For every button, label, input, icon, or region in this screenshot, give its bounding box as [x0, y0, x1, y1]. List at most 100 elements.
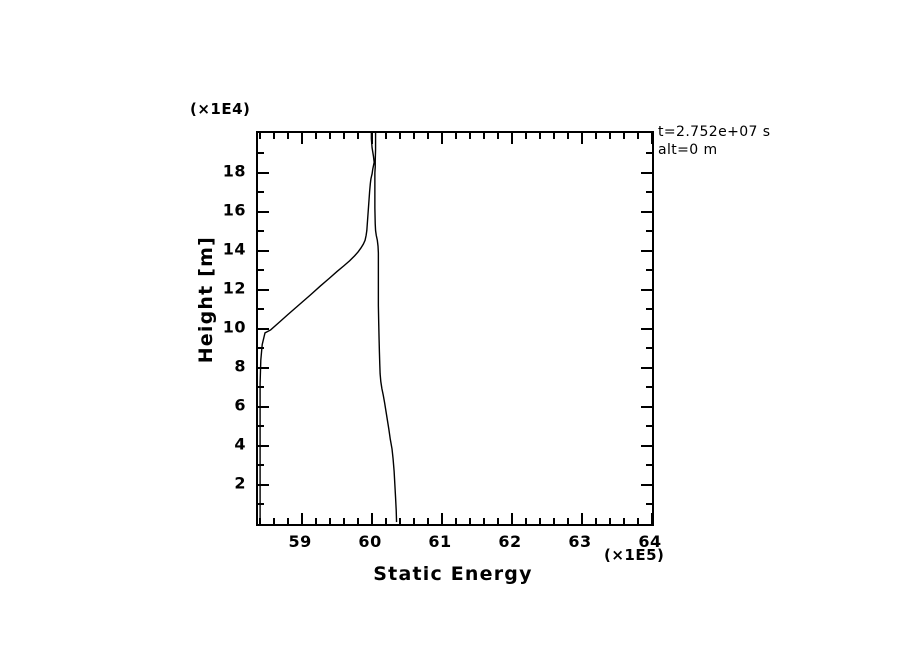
y-tick-label: 10 [222, 317, 246, 337]
x-tick-label: 62 [498, 532, 522, 551]
y-tick-minor-right [646, 152, 652, 155]
x-tick-major [581, 513, 584, 524]
x-tick-minor [329, 518, 332, 524]
x-tick-minor-top [539, 133, 542, 139]
x-tick-minor-top [287, 133, 290, 139]
y-tick-major [258, 171, 269, 174]
y-tick-minor-right [646, 464, 652, 467]
y-tick-minor [258, 347, 264, 350]
x-tick-minor-top [427, 133, 430, 139]
annotation-altitude: alt=0 m [658, 142, 718, 158]
x-tick-label: 63 [568, 532, 592, 551]
y-tick-minor [258, 152, 264, 155]
y-tick-minor [258, 230, 264, 233]
x-tick-minor-top [413, 133, 416, 139]
x-tick-minor-top [623, 133, 625, 139]
x-tick-label: 60 [358, 532, 382, 551]
x-tick-minor [427, 518, 430, 524]
x-tick-major [651, 513, 653, 524]
y-tick-minor-right [646, 503, 652, 506]
x-tick-minor [525, 518, 528, 524]
y-tick-major-right [641, 444, 652, 447]
annotation-time: t=2.752e+07 s [658, 124, 771, 140]
x-tick-minor-top [329, 133, 332, 139]
x-tick-minor [637, 518, 639, 524]
y-tick-minor [258, 386, 264, 389]
y-tick-label: 14 [222, 239, 246, 259]
x-tick-minor [553, 518, 556, 524]
x-tick-minor-top [637, 133, 639, 139]
x-tick-minor [595, 518, 597, 524]
y-tick-minor-right [646, 425, 652, 428]
x-tick-minor [539, 518, 542, 524]
data-curve-svg [259, 133, 398, 523]
y-tick-minor-right [646, 191, 652, 194]
x-tick-minor-top [399, 133, 402, 139]
x-tick-minor [315, 518, 318, 524]
y-tick-minor [258, 191, 264, 194]
x-tick-minor [357, 518, 360, 524]
y-tick-minor [258, 425, 264, 428]
y-tick-minor [258, 269, 264, 272]
x-tick-major-top [441, 133, 444, 144]
y-tick-major-right [641, 405, 652, 408]
x-tick-minor-top [483, 133, 486, 139]
y-tick-major [258, 405, 269, 408]
x-tick-minor [259, 518, 262, 524]
x-tick-minor-top [385, 133, 388, 139]
y-tick-label: 6 [234, 395, 246, 415]
x-tick-minor [455, 518, 458, 524]
x-tick-minor [399, 518, 402, 524]
x-tick-minor-top [525, 133, 528, 139]
y-tick-major-right [641, 366, 652, 369]
x-tick-major-top [371, 133, 374, 144]
y-tick-minor [258, 308, 264, 311]
y-tick-major-right [641, 483, 652, 486]
x-tick-minor [469, 518, 472, 524]
y-tick-major [258, 249, 269, 252]
x-tick-minor-top [343, 133, 346, 139]
y-tick-major-right [641, 171, 652, 174]
x-tick-minor-top [469, 133, 472, 139]
y-tick-label: 18 [222, 161, 246, 181]
y-tick-label: 2 [234, 473, 246, 493]
x-tick-minor [343, 518, 346, 524]
y-tick-label: 4 [234, 434, 246, 454]
x-tick-minor [623, 518, 625, 524]
y-tick-minor-right [646, 308, 652, 311]
x-tick-minor-top [357, 133, 360, 139]
x-tick-minor [413, 518, 416, 524]
x-axis-title: Static Energy [373, 563, 533, 585]
x-tick-minor [287, 518, 290, 524]
x-tick-major-top [581, 133, 584, 144]
series-line-ascending [259, 133, 375, 523]
y-tick-minor-right [646, 230, 652, 233]
x-tick-major [511, 513, 514, 524]
x-tick-minor [609, 518, 611, 524]
y-tick-major [258, 444, 269, 447]
series-line-descending [374, 133, 398, 523]
x-tick-minor [497, 518, 500, 524]
x-tick-label: 59 [288, 532, 312, 551]
y-tick-major [258, 288, 269, 291]
x-tick-major-top [511, 133, 514, 144]
x-tick-minor-top [259, 133, 262, 139]
x-tick-minor [273, 518, 276, 524]
x-tick-minor-top [567, 133, 570, 139]
x-tick-major-top [651, 133, 653, 144]
y-tick-major-right [641, 327, 652, 330]
plot-annotation: t=2.752e+07 s alt=0 m [658, 123, 770, 159]
x-tick-major [371, 513, 374, 524]
x-tick-label: 61 [428, 532, 452, 551]
x-tick-major [301, 513, 304, 524]
x-tick-minor-top [497, 133, 500, 139]
y-tick-major-right [641, 210, 652, 213]
y-tick-major [258, 327, 269, 330]
y-tick-label: 8 [234, 356, 246, 376]
y-tick-major [258, 483, 269, 486]
x-tick-minor-top [595, 133, 597, 139]
y-tick-major-right [641, 288, 652, 291]
y-tick-major [258, 210, 269, 213]
x-tick-minor-top [273, 133, 276, 139]
